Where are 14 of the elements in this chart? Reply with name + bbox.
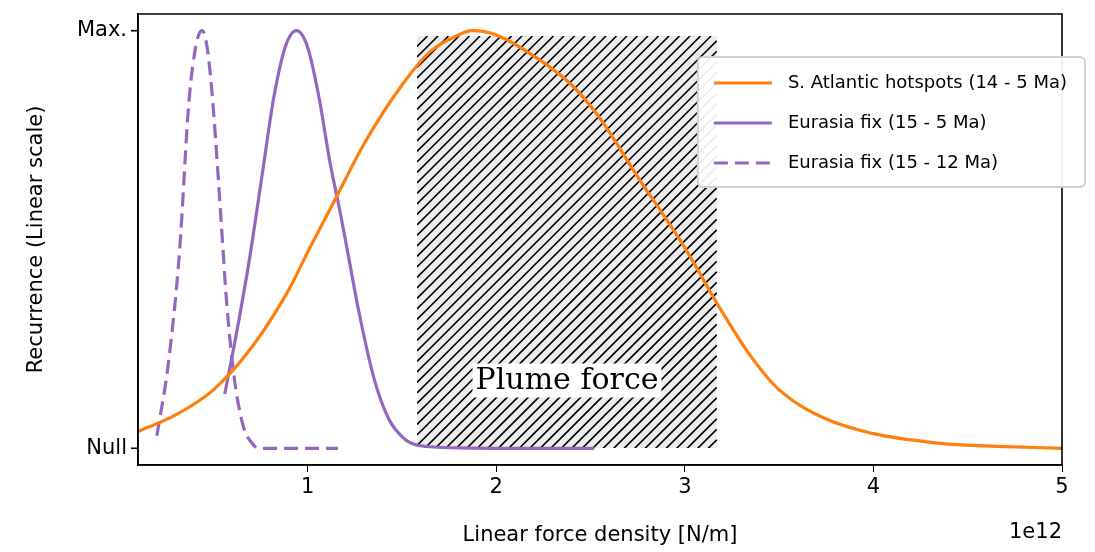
y-axis-title: Recurrence (Linear scale) (23, 105, 48, 374)
legend-label: S. Atlantic hotspots (14 - 5 Ma) (787, 70, 1068, 92)
x-axis-title: Linear force density [N/m] (462, 521, 738, 546)
legend-label: Eurasia fix (15 - 12 Ma) (787, 150, 999, 172)
x-tick-label: 4 (866, 474, 881, 499)
x-tick-label: 5 (1055, 474, 1069, 499)
x-tick-label: 1 (301, 474, 315, 499)
x-tick-label: 2 (489, 474, 503, 499)
legend-label: Eurasia fix (15 - 5 Ma) (787, 110, 987, 132)
band-label: Plume force (475, 361, 659, 397)
text: Null (86, 434, 127, 459)
text: Max. (76, 17, 127, 42)
x-tick-label: 3 (678, 474, 692, 499)
text: 1e12 (1008, 519, 1062, 544)
